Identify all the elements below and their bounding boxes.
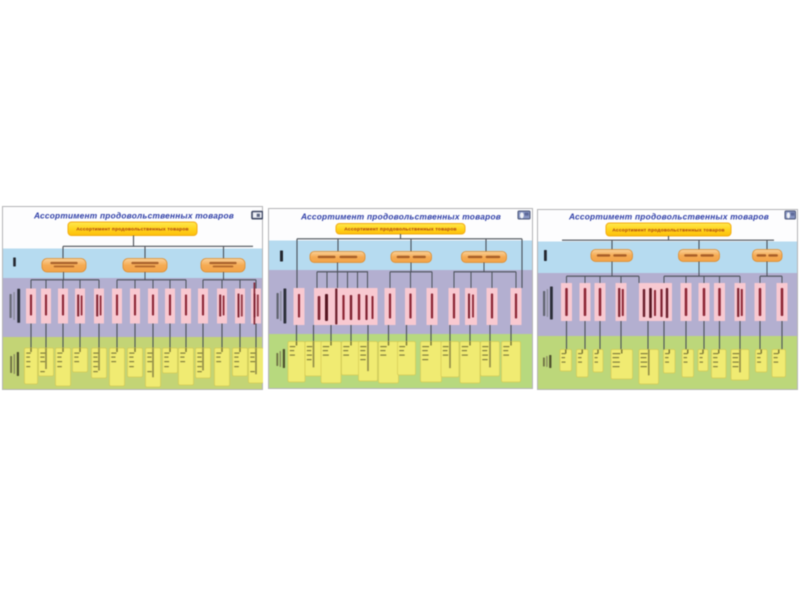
svg-text:Ассортимент продовольственных: Ассортимент продовольственных товаров [300, 212, 501, 222]
svg-text:Ассортимент продовольственных: Ассортимент продовольственных товаров [33, 211, 234, 221]
svg-text:Ассортимент продовольственных: Ассортимент продовольственных товаров [344, 227, 456, 233]
svg-text:Ассортимент продовольственных: Ассортимент продовольственных товаров [568, 212, 769, 222]
svg-text:Ассортимент продовольственных: Ассортимент продовольственных товаров [76, 227, 188, 233]
svg-text:Ассортимент продовольственных: Ассортимент продовольственных товаров [612, 227, 724, 233]
